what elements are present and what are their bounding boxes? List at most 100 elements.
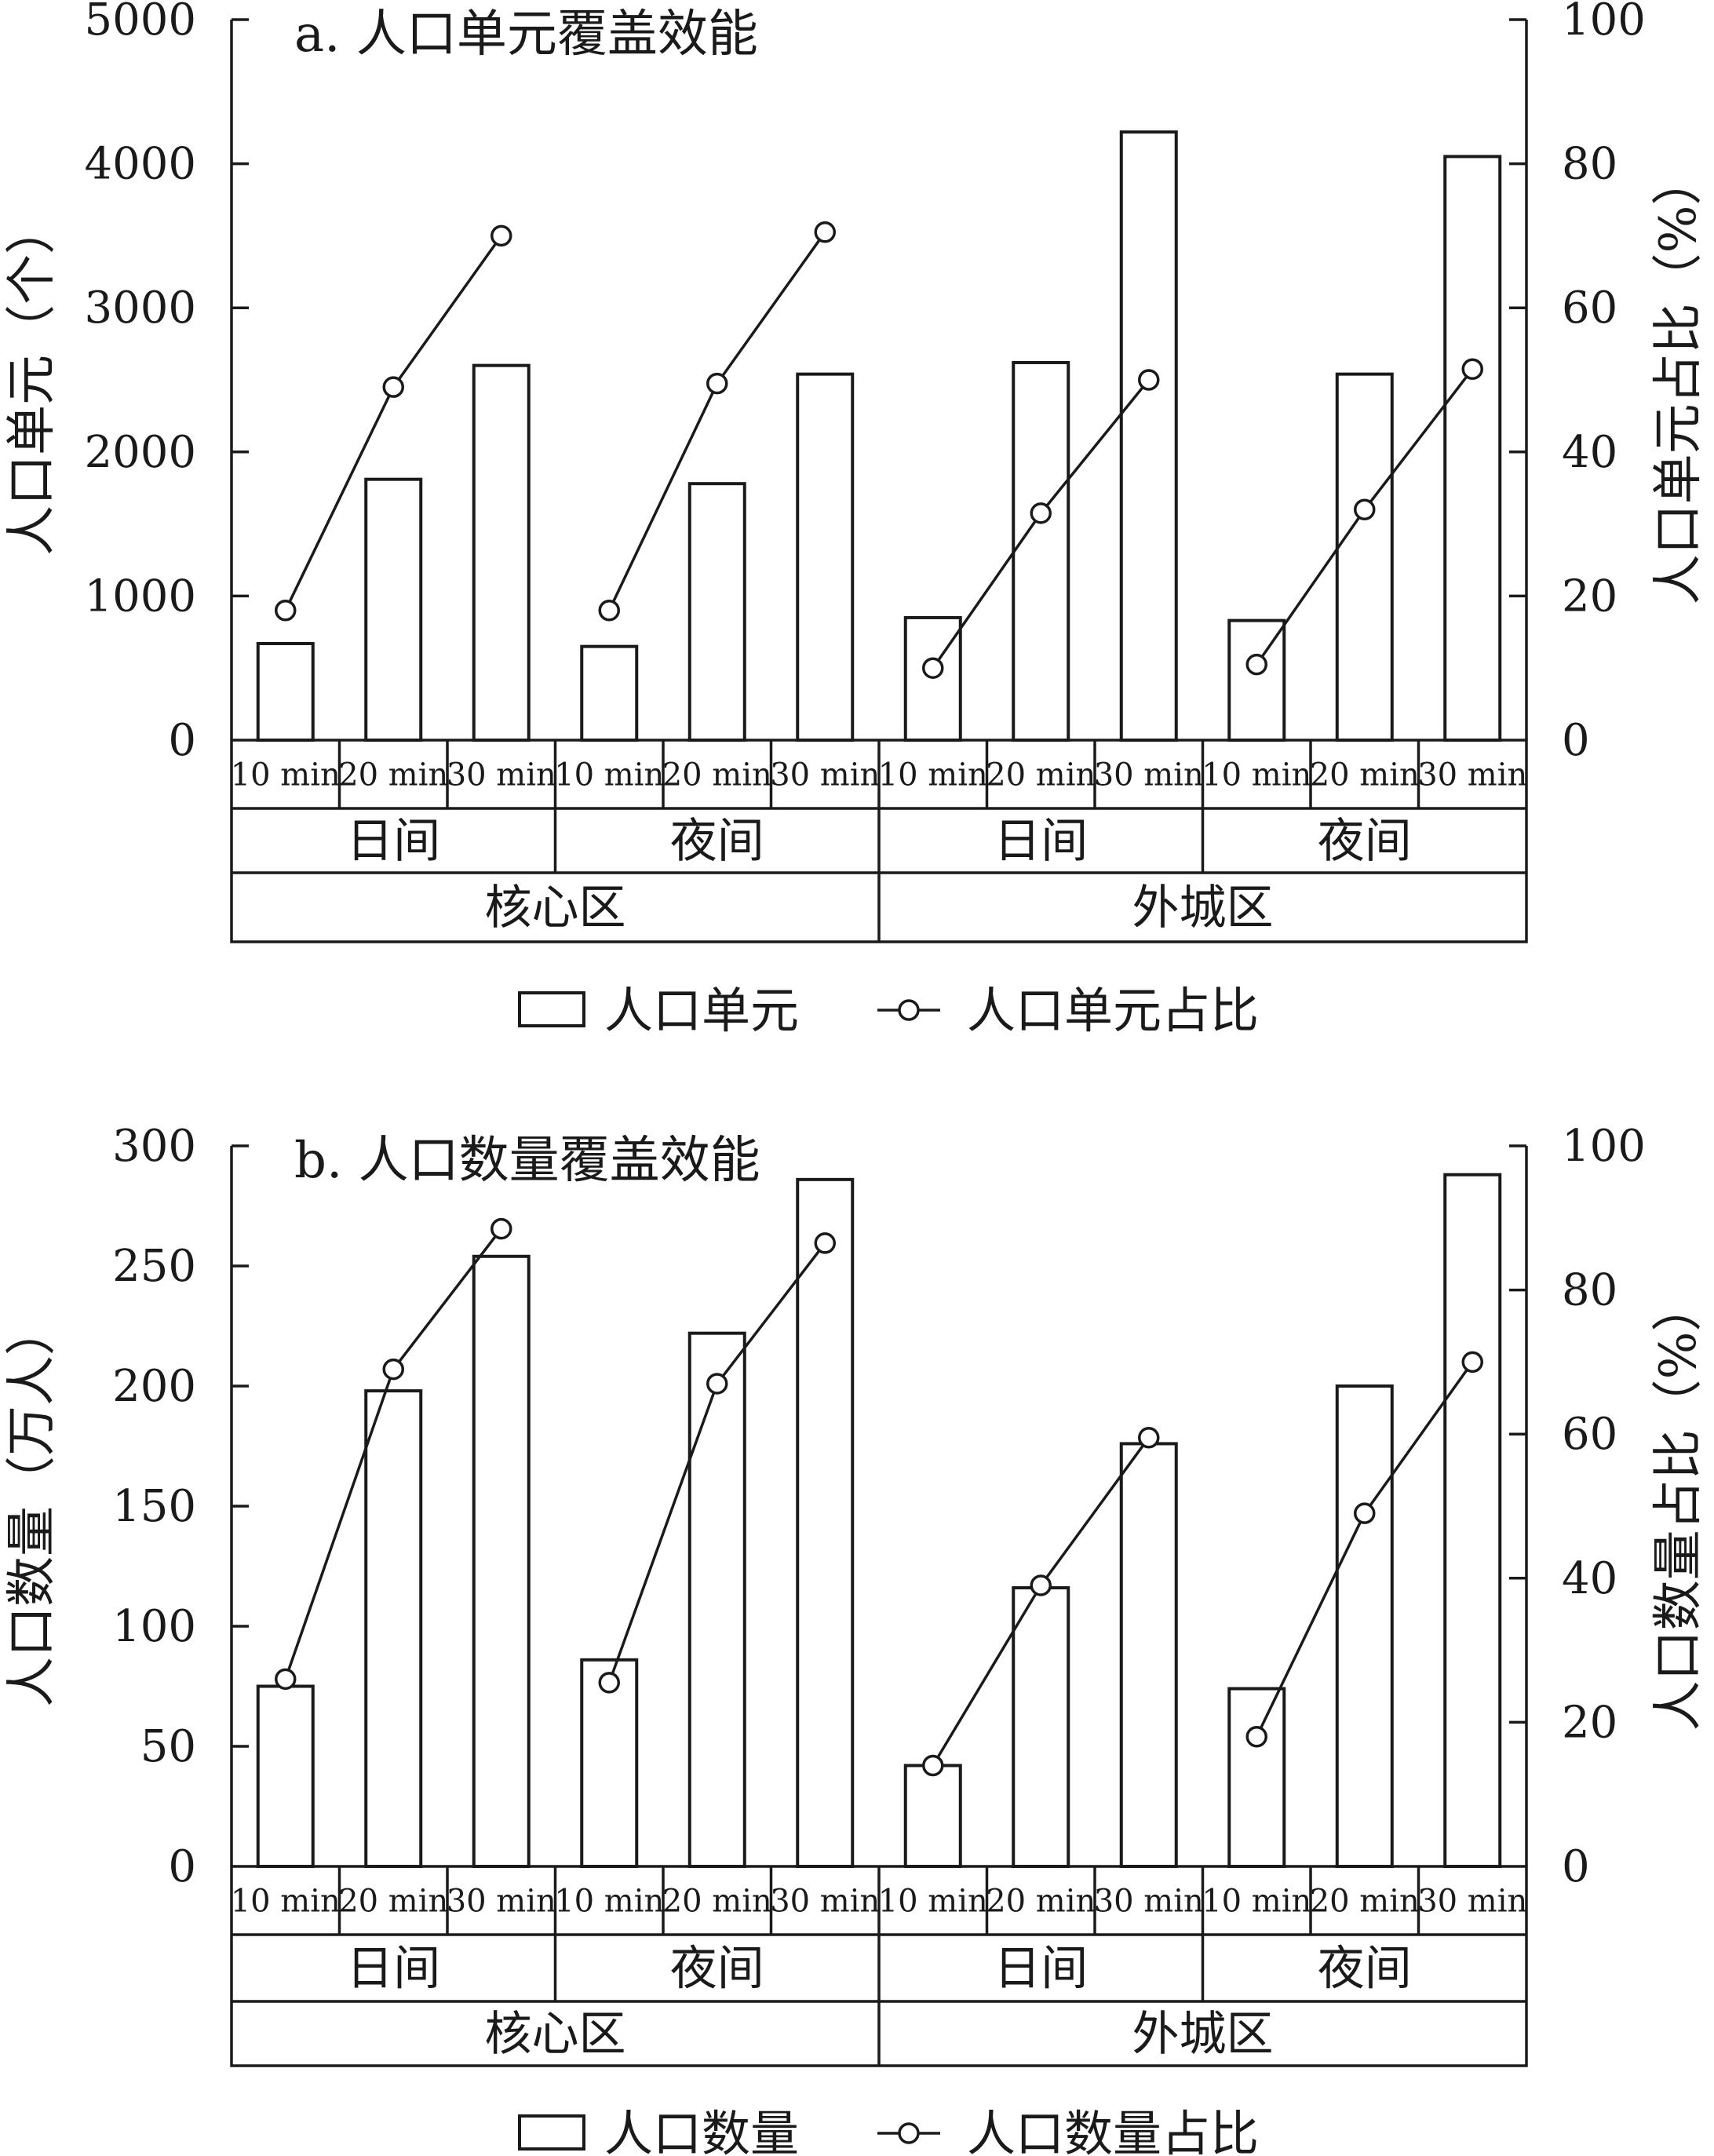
bar	[1012, 360, 1070, 742]
area-group-label: 外城区	[1132, 2007, 1274, 2062]
line-point	[814, 221, 836, 243]
y2-axis-title: 人口单元占比（%）	[1650, 155, 1708, 605]
y-axis-title: 人口单元（个）	[3, 204, 61, 556]
bar	[364, 477, 423, 742]
left-tick-label: 250	[112, 1241, 196, 1292]
bar	[1012, 1586, 1070, 1869]
line-point	[706, 1373, 728, 1395]
bar	[1335, 1384, 1394, 1868]
category-label: 30 min	[447, 757, 556, 793]
category-label: 20 min	[1310, 757, 1420, 793]
category-label: 10 min	[878, 1884, 988, 1920]
right-tick-label: 20	[1562, 1697, 1617, 1748]
line-point	[1030, 502, 1052, 524]
left-tick-label: 2000	[84, 427, 196, 478]
left-tick-label: 1000	[84, 571, 196, 622]
right-tick-label: 80	[1562, 139, 1617, 190]
right-tick-label: 80	[1562, 1265, 1617, 1316]
bar	[580, 1658, 639, 1869]
line-point	[1245, 1726, 1267, 1748]
chart-title: b. 人口数量覆盖效能	[294, 1132, 760, 1190]
bar	[796, 1177, 855, 1868]
bar	[256, 1684, 315, 1868]
right-tick-label: 60	[1562, 283, 1617, 334]
category-label: 20 min	[338, 1884, 448, 1920]
category-label: 30 min	[447, 1884, 556, 1920]
bar	[472, 363, 531, 742]
right-tick-label: 40	[1562, 1553, 1617, 1604]
bar	[1335, 372, 1394, 742]
bar	[903, 1764, 962, 1868]
category-label: 10 min	[554, 757, 664, 793]
bar	[364, 1389, 423, 1868]
category-label: 20 min	[662, 757, 772, 793]
bar	[580, 644, 639, 742]
time-group-label: 日间	[346, 814, 440, 869]
left-tick-label: 0	[168, 715, 196, 766]
category-label: 10 min	[878, 757, 988, 793]
time-group-label: 夜间	[670, 814, 764, 869]
line-point	[814, 1232, 836, 1254]
chart-a: 0 1000 2000 3000 4000 5000 0 20 40 60 80 100 人口单元（个）…	[3, 0, 1708, 1039]
chart-b: 0 50 100 150 200 250 300 0 20 40 60 80 100 人口数量（万人） 人口…	[3, 1121, 1708, 2156]
legend-line-label: 人口单元占比	[967, 982, 1259, 1039]
y-axis-title: 人口数量（万人）	[3, 1305, 61, 1707]
time-group-label: 夜间	[1318, 814, 1412, 869]
line-point	[598, 600, 620, 622]
bar	[1119, 1442, 1178, 1868]
category-label: 30 min	[1417, 757, 1527, 793]
category-label: 20 min	[986, 757, 1096, 793]
category-label: 30 min	[1094, 1884, 1204, 1920]
line-point	[1138, 369, 1160, 391]
line-point	[275, 1668, 297, 1691]
left-tick-label: 100	[112, 1601, 196, 1652]
bar	[796, 372, 855, 742]
right-tick-label: 0	[1562, 715, 1590, 766]
category-label: 30 min	[770, 1884, 880, 1920]
area-group-label: 外城区	[1132, 881, 1274, 936]
category-label: 30 min	[1094, 757, 1204, 793]
area-group-label: 核心区	[485, 881, 626, 936]
time-group-label: 日间	[994, 814, 1088, 869]
line-point	[1354, 1502, 1376, 1524]
category-label: 10 min	[1202, 757, 1311, 793]
time-group-label: 日间	[346, 1942, 440, 1997]
y2-axis-title: 人口数量占比（%）	[1650, 1282, 1708, 1731]
bar	[1119, 130, 1178, 742]
line-point	[1461, 1351, 1483, 1373]
line-point	[1138, 1427, 1160, 1449]
line-point	[1245, 653, 1267, 676]
left-tick-label: 200	[112, 1361, 196, 1412]
bar	[903, 615, 962, 742]
category-label: 20 min	[1310, 1884, 1420, 1920]
left-tick-label: 3000	[84, 283, 196, 334]
bar	[1443, 155, 1502, 742]
category-label: 20 min	[986, 1884, 1096, 1920]
bar	[1443, 1173, 1502, 1868]
left-tick-label: 150	[112, 1481, 196, 1532]
line-point	[1030, 1574, 1052, 1596]
right-tick-label: 100	[1562, 0, 1646, 46]
left-tick-label: 50	[140, 1721, 196, 1772]
left-tick-label: 0	[168, 1841, 196, 1892]
area-group-label: 核心区	[485, 2007, 626, 2062]
line-point	[382, 376, 404, 398]
line-point	[275, 600, 297, 622]
legend-bar-label: 人口数量	[604, 2105, 799, 2156]
legend-bar-swatch	[518, 991, 585, 1027]
category-label: 20 min	[338, 757, 448, 793]
line-point	[490, 224, 512, 247]
bar	[687, 482, 746, 742]
right-tick-label: 100	[1562, 1121, 1646, 1172]
chart-title: a. 人口单元覆盖效能	[294, 5, 758, 64]
legend-bar-swatch	[518, 2114, 585, 2151]
bar	[687, 1331, 746, 1869]
legend-point-swatch	[898, 2122, 920, 2144]
left-tick-label: 5000	[84, 0, 196, 46]
legend-bar-label: 人口单元	[604, 982, 799, 1039]
right-tick-label: 20	[1562, 571, 1617, 622]
time-group-label: 日间	[994, 1942, 1088, 1997]
bar	[472, 1254, 531, 1868]
right-tick-label: 60	[1562, 1409, 1617, 1460]
